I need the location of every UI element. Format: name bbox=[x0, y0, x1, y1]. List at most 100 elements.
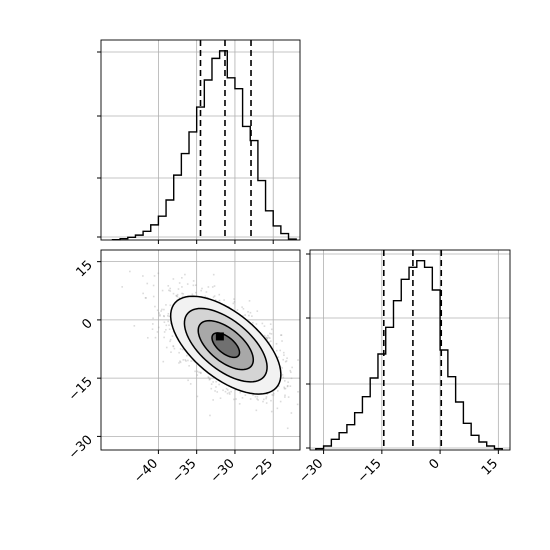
scatter-point bbox=[133, 325, 136, 327]
scatter-point bbox=[161, 289, 164, 292]
scatter-point bbox=[142, 275, 144, 277]
scatter-point bbox=[287, 381, 289, 384]
scatter-point bbox=[252, 321, 254, 324]
scatter-point bbox=[272, 394, 275, 397]
scatter-point bbox=[171, 335, 174, 337]
histogram-top bbox=[97, 39, 301, 244]
scatter-point bbox=[248, 314, 250, 317]
scatter-point bbox=[263, 325, 266, 327]
scatter-point bbox=[175, 295, 178, 297]
scatter-point bbox=[160, 310, 162, 312]
scatter-point bbox=[144, 297, 147, 299]
scatter-point bbox=[145, 297, 147, 299]
scatter-point bbox=[181, 286, 183, 288]
scatter-point bbox=[169, 304, 172, 307]
scatter-point bbox=[267, 334, 269, 337]
scatter-point bbox=[169, 322, 172, 325]
scatter-point bbox=[142, 292, 144, 295]
scatter-point bbox=[284, 396, 286, 398]
scatter-point bbox=[284, 394, 286, 397]
contour-line bbox=[183, 307, 268, 383]
scatter-point bbox=[256, 395, 259, 398]
scatter-point bbox=[228, 393, 231, 395]
scatter-point bbox=[178, 351, 180, 354]
scatter-point bbox=[176, 293, 179, 296]
x-tick-label: 0 bbox=[426, 456, 442, 472]
scatter-point bbox=[212, 296, 215, 298]
scatter-point bbox=[297, 359, 299, 361]
scatter-point bbox=[265, 337, 268, 339]
scatter-point bbox=[247, 310, 249, 313]
scatter-point bbox=[185, 360, 187, 362]
scatter-point bbox=[265, 396, 268, 398]
scatter-point bbox=[286, 385, 289, 387]
scatter-point bbox=[178, 362, 180, 364]
scatter-point bbox=[163, 308, 165, 311]
scatter-point bbox=[153, 275, 156, 277]
scatter-point bbox=[241, 397, 244, 399]
scatter-point bbox=[261, 322, 264, 325]
scatter-point bbox=[286, 357, 288, 360]
scatter-point bbox=[256, 398, 258, 400]
scatter-point bbox=[207, 286, 210, 288]
scatter-point bbox=[236, 309, 239, 311]
scatter-point bbox=[175, 294, 177, 297]
scatter-point bbox=[287, 396, 290, 398]
scatter-point bbox=[241, 306, 243, 308]
scatter-point bbox=[280, 334, 283, 336]
scatter-point bbox=[219, 397, 222, 400]
scatter-point bbox=[255, 409, 258, 412]
scatter-point bbox=[181, 292, 183, 295]
scatter-point bbox=[152, 284, 155, 287]
scatter-point bbox=[163, 321, 166, 324]
scatter-point bbox=[178, 282, 181, 284]
scatter-point bbox=[224, 390, 227, 393]
scatter-point bbox=[283, 354, 285, 356]
scatter-point bbox=[167, 312, 170, 315]
scatter-point bbox=[187, 359, 189, 362]
scatter-point bbox=[244, 314, 246, 316]
scatter-point bbox=[192, 280, 195, 282]
scatter-point bbox=[172, 345, 175, 347]
scatter-point bbox=[192, 284, 195, 287]
axes-frame bbox=[309, 249, 511, 451]
scatter-point bbox=[151, 328, 154, 330]
scatter-point bbox=[244, 394, 247, 396]
scatter-point bbox=[210, 383, 213, 385]
scatter-point bbox=[256, 310, 259, 312]
scatter-point bbox=[265, 402, 268, 404]
scatter-point bbox=[265, 397, 267, 400]
scatter-point bbox=[208, 378, 211, 381]
histogram-steps bbox=[111, 50, 297, 241]
scatter-point bbox=[273, 392, 275, 395]
scatter-point bbox=[165, 328, 167, 331]
scatter-point bbox=[191, 293, 194, 296]
axes-frame bbox=[100, 39, 301, 241]
scatter-point bbox=[255, 323, 258, 325]
scatter-point bbox=[200, 372, 202, 375]
scatter-point bbox=[233, 398, 235, 401]
scatter-point bbox=[172, 292, 175, 295]
scatter-point bbox=[289, 385, 292, 387]
scatter-point bbox=[214, 299, 217, 301]
scatter-point bbox=[157, 326, 160, 329]
scatter-point bbox=[172, 345, 175, 348]
scatter-point bbox=[248, 300, 251, 302]
scatter-point bbox=[212, 273, 215, 276]
scatter-point bbox=[181, 277, 183, 279]
scatter-point bbox=[186, 354, 188, 357]
scatter-point bbox=[154, 305, 156, 308]
scatter-point bbox=[254, 395, 257, 398]
scatter-point bbox=[184, 359, 187, 361]
scatter-point bbox=[225, 387, 228, 390]
scatter-point bbox=[312, 375, 314, 377]
scatter-point bbox=[286, 427, 289, 430]
scatter-point bbox=[270, 328, 273, 331]
scatter-point bbox=[278, 385, 280, 388]
contour-line bbox=[211, 332, 241, 359]
scatter-point bbox=[249, 311, 252, 314]
scatter-point bbox=[165, 324, 168, 327]
scatter-point bbox=[281, 367, 283, 369]
scatter-point bbox=[192, 360, 195, 362]
